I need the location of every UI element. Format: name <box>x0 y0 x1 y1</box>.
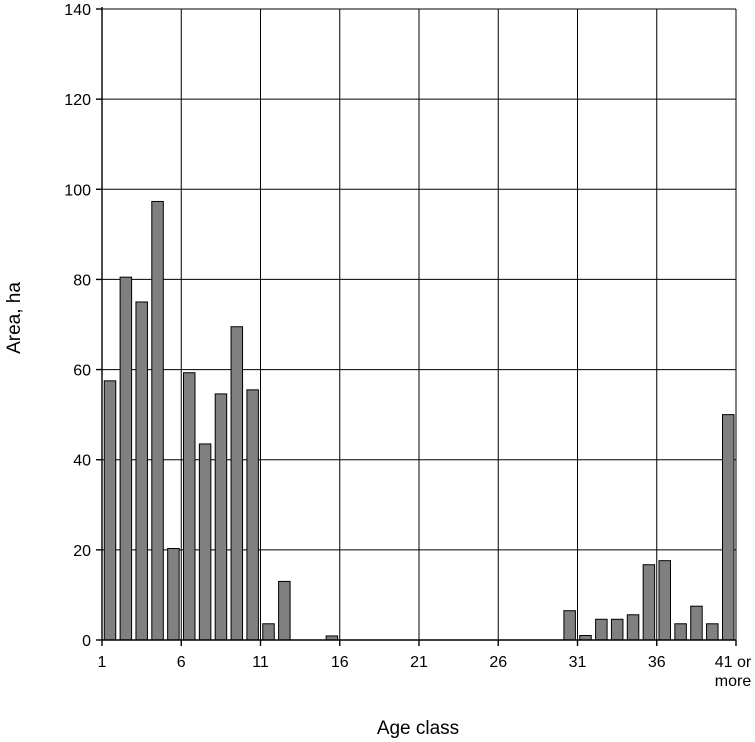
bar-10 <box>246 389 259 641</box>
axes <box>96 7 737 646</box>
bar-8 <box>214 393 228 641</box>
y-tick-label-140: 140 <box>64 2 91 19</box>
bar-4 <box>151 200 164 641</box>
x-tick-label-36: 36 <box>648 654 666 671</box>
bars <box>103 200 735 641</box>
bar-9 <box>230 326 244 641</box>
bar-36 <box>658 560 671 641</box>
x-tick-label-last-line-2: more <box>715 673 752 690</box>
bar-34 <box>626 614 640 641</box>
bar-12 <box>278 580 291 641</box>
y-tick-label-60: 60 <box>73 363 91 380</box>
bar-2 <box>119 276 133 641</box>
x-tick-label-6: 6 <box>177 654 186 671</box>
bar-11 <box>262 623 275 641</box>
bar-38 <box>690 605 703 641</box>
bar-33 <box>610 618 624 641</box>
bar-35 <box>642 564 656 641</box>
bar-39 <box>706 623 719 641</box>
y-axis-title: Area, ha <box>4 282 25 354</box>
y-tick-labels: 0 20 40 60 80 100 120 140 <box>64 2 91 650</box>
bar-30 <box>563 610 576 641</box>
x-tick-label-16: 16 <box>331 654 349 671</box>
y-tick-label-80: 80 <box>73 272 91 289</box>
x-tick-label-last-line-1: 41 or <box>715 654 752 671</box>
y-tick-label-0: 0 <box>82 633 91 650</box>
bar-5 <box>167 548 180 641</box>
x-tick-label-31: 31 <box>569 654 587 671</box>
x-tick-label-11: 11 <box>252 654 269 671</box>
x-axis-title: Age class <box>377 718 459 739</box>
bar-37 <box>674 623 687 641</box>
x-tick-label-21: 21 <box>410 654 428 671</box>
y-tick-label-20: 20 <box>73 543 91 560</box>
y-tick-label-40: 40 <box>73 453 91 470</box>
y-tick-label-120: 120 <box>64 92 91 109</box>
bar-3 <box>135 301 148 641</box>
y-tick-label-100: 100 <box>64 182 91 199</box>
grid-lines <box>102 8 737 640</box>
bar-41-or-more <box>722 414 735 641</box>
bar-7 <box>198 443 212 641</box>
bar-1 <box>103 380 117 641</box>
x-tick-label-1: 1 <box>98 654 107 671</box>
bar-32 <box>595 618 608 641</box>
x-tick-label-26: 26 <box>489 654 507 671</box>
bar-6 <box>183 372 196 641</box>
